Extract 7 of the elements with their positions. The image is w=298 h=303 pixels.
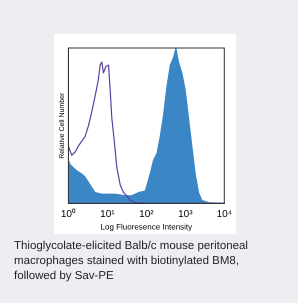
x-tick-label: 10²	[139, 209, 154, 220]
x-tick-label: 10⁴	[216, 209, 232, 220]
x-tick-label: 10⁰	[60, 208, 76, 220]
x-axis-title: Log Fluoresence Intensity	[100, 222, 192, 232]
x-tick-label: 10³	[178, 209, 194, 220]
x-tick-label: 10¹	[100, 209, 116, 220]
text: Thioglycolate-elicited Balb/c mouse peritoneal macrophages stained with biotinylated BM8, followed by Sav-PE	[14, 239, 249, 284]
